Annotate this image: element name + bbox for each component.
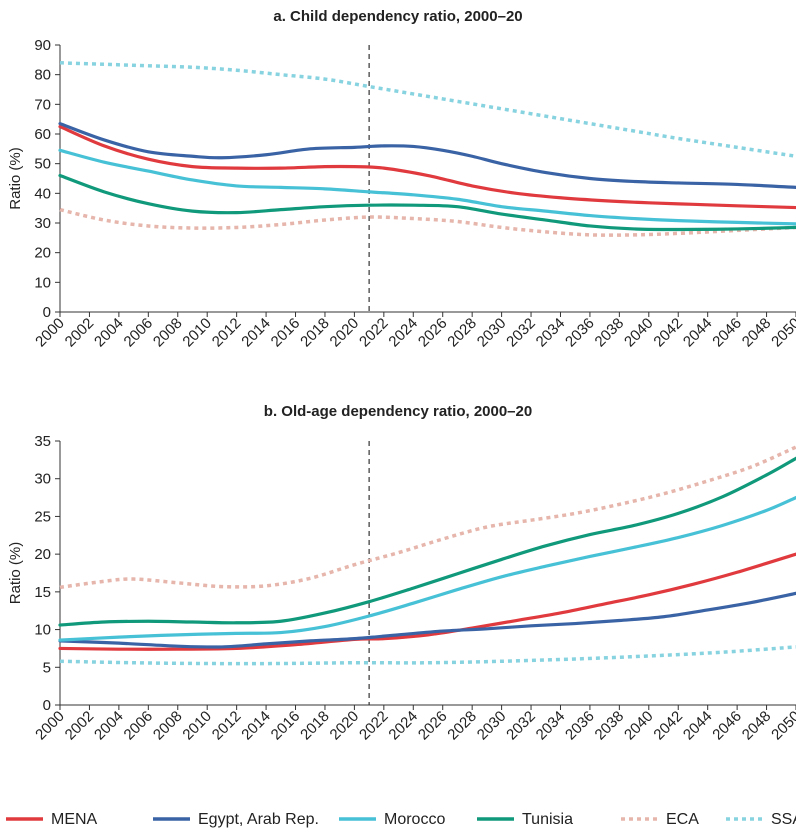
- x-tick-label: 2014: [238, 708, 274, 744]
- x-tick-label: 2040: [621, 708, 657, 744]
- y-tick-label: 0: [43, 697, 51, 714]
- x-tick-label: 2018: [297, 315, 333, 351]
- x-tick-label: 2022: [356, 708, 392, 744]
- x-tick-label: 2030: [474, 708, 510, 744]
- x-tick-label: 2000: [32, 708, 68, 744]
- legend-label: Tunisia: [522, 811, 573, 828]
- x-tick-label: 2026: [415, 708, 451, 744]
- chart-title: a. Child dependency ratio, 2000–20: [273, 8, 522, 25]
- x-tick-label: 2042: [650, 708, 686, 744]
- x-tick-label: 2016: [268, 315, 304, 351]
- x-tick-label: 2002: [62, 708, 98, 744]
- panel-b: b. Old-age dependency ratio, 2000–20 Rati…: [7, 403, 796, 743]
- y-tick-label: 20: [34, 546, 51, 563]
- x-tick-label: 2038: [592, 708, 628, 744]
- x-tick-label: 2034: [533, 315, 569, 351]
- x-tick-label: 2010: [179, 315, 215, 351]
- x-tick-label: 2040: [621, 315, 657, 351]
- y-tick-label: 15: [34, 584, 51, 601]
- chart-title: b. Old-age dependency ratio, 2000–20: [264, 403, 532, 420]
- x-tick-label: 2004: [91, 315, 127, 351]
- x-tick-label: 2032: [503, 315, 539, 351]
- x-tick-label: 2044: [680, 315, 716, 351]
- series-line-egypt-arab-rep: [58, 122, 796, 189]
- y-tick-label: 70: [34, 96, 51, 113]
- x-tick-label: 2004: [91, 708, 127, 744]
- panel-a: a. Child dependency ratio, 2000–20 Ratio …: [7, 8, 796, 350]
- y-tick-label: 35: [34, 433, 51, 450]
- x-tick-label: 2012: [209, 315, 245, 351]
- x-tick-label: 2038: [592, 315, 628, 351]
- y-axis-label: Ratio (%): [7, 147, 24, 210]
- series-line-ssa: [59, 61, 796, 158]
- x-tick-label: 2028: [444, 708, 480, 744]
- x-tick-label: 2016: [268, 708, 304, 744]
- x-tick-label: 2036: [562, 708, 598, 744]
- x-tick-label: 2014: [238, 315, 274, 351]
- y-tick-label: 60: [34, 126, 51, 143]
- x-tick-label: 2036: [562, 315, 598, 351]
- series-line-mena: [58, 124, 796, 210]
- y-tick-label: 30: [34, 471, 51, 488]
- x-tick-label: 2032: [503, 708, 539, 744]
- x-tick-label: 2008: [150, 708, 186, 744]
- x-tick-label: 2012: [209, 708, 245, 744]
- series-line-eca: [59, 207, 796, 237]
- series-line-morocco: [58, 495, 796, 642]
- x-tick-label: 2046: [709, 315, 745, 351]
- x-tick-label: 2018: [297, 708, 333, 744]
- series-line-egypt-arab-rep: [58, 591, 796, 649]
- y-tick-label: 0: [43, 304, 51, 321]
- x-tick-label: 2006: [121, 315, 157, 351]
- legend-label: ECA: [666, 811, 699, 828]
- y-tick-label: 80: [34, 67, 51, 84]
- x-tick-label: 2048: [739, 708, 775, 744]
- x-tick-label: 2024: [385, 708, 421, 744]
- x-tick-label: 2050: [768, 315, 796, 351]
- y-tick-label: 10: [34, 274, 51, 291]
- legend: MENA Egypt, Arab Rep. Morocco Tunisia ECA SSA: [6, 811, 796, 828]
- y-tick-label: 25: [34, 508, 51, 525]
- x-tick-label: 2050: [768, 708, 796, 744]
- series-line-tunisia: [58, 173, 796, 232]
- y-tick-label: 20: [34, 245, 51, 262]
- y-tick-label: 5: [43, 659, 51, 676]
- x-tick-label: 2030: [474, 315, 510, 351]
- x-tick-label: 2046: [709, 708, 745, 744]
- x-tick-label: 2006: [121, 708, 157, 744]
- y-tick-label: 50: [34, 156, 51, 173]
- x-tick-label: 2026: [415, 315, 451, 351]
- x-tick-label: 2044: [680, 708, 716, 744]
- series-line-ssa: [59, 645, 796, 666]
- series-line-morocco: [58, 148, 796, 226]
- series-line-eca: [59, 445, 796, 590]
- y-tick-label: 30: [34, 215, 51, 232]
- legend-label: MENA: [51, 811, 98, 828]
- x-tick-label: 2028: [444, 315, 480, 351]
- y-tick-label: 90: [34, 37, 51, 54]
- series-line-tunisia: [58, 456, 796, 627]
- x-tick-label: 2034: [533, 708, 569, 744]
- y-tick-label: 40: [34, 185, 51, 202]
- x-tick-label: 2010: [179, 708, 215, 744]
- y-tick-label: 10: [34, 622, 51, 639]
- legend-label: Egypt, Arab Rep.: [198, 811, 319, 828]
- x-tick-label: 2048: [739, 315, 775, 351]
- y-axis-label: Ratio (%): [7, 542, 24, 605]
- x-tick-label: 2008: [150, 315, 186, 351]
- x-tick-label: 2022: [356, 315, 392, 351]
- legend-label: SSA: [771, 811, 796, 828]
- x-tick-label: 2042: [650, 315, 686, 351]
- x-tick-label: 2000: [32, 315, 68, 351]
- x-tick-label: 2024: [385, 315, 421, 351]
- x-tick-label: 2020: [327, 708, 363, 744]
- x-tick-label: 2002: [62, 315, 98, 351]
- legend-label: Morocco: [384, 811, 445, 828]
- x-tick-label: 2020: [327, 315, 363, 351]
